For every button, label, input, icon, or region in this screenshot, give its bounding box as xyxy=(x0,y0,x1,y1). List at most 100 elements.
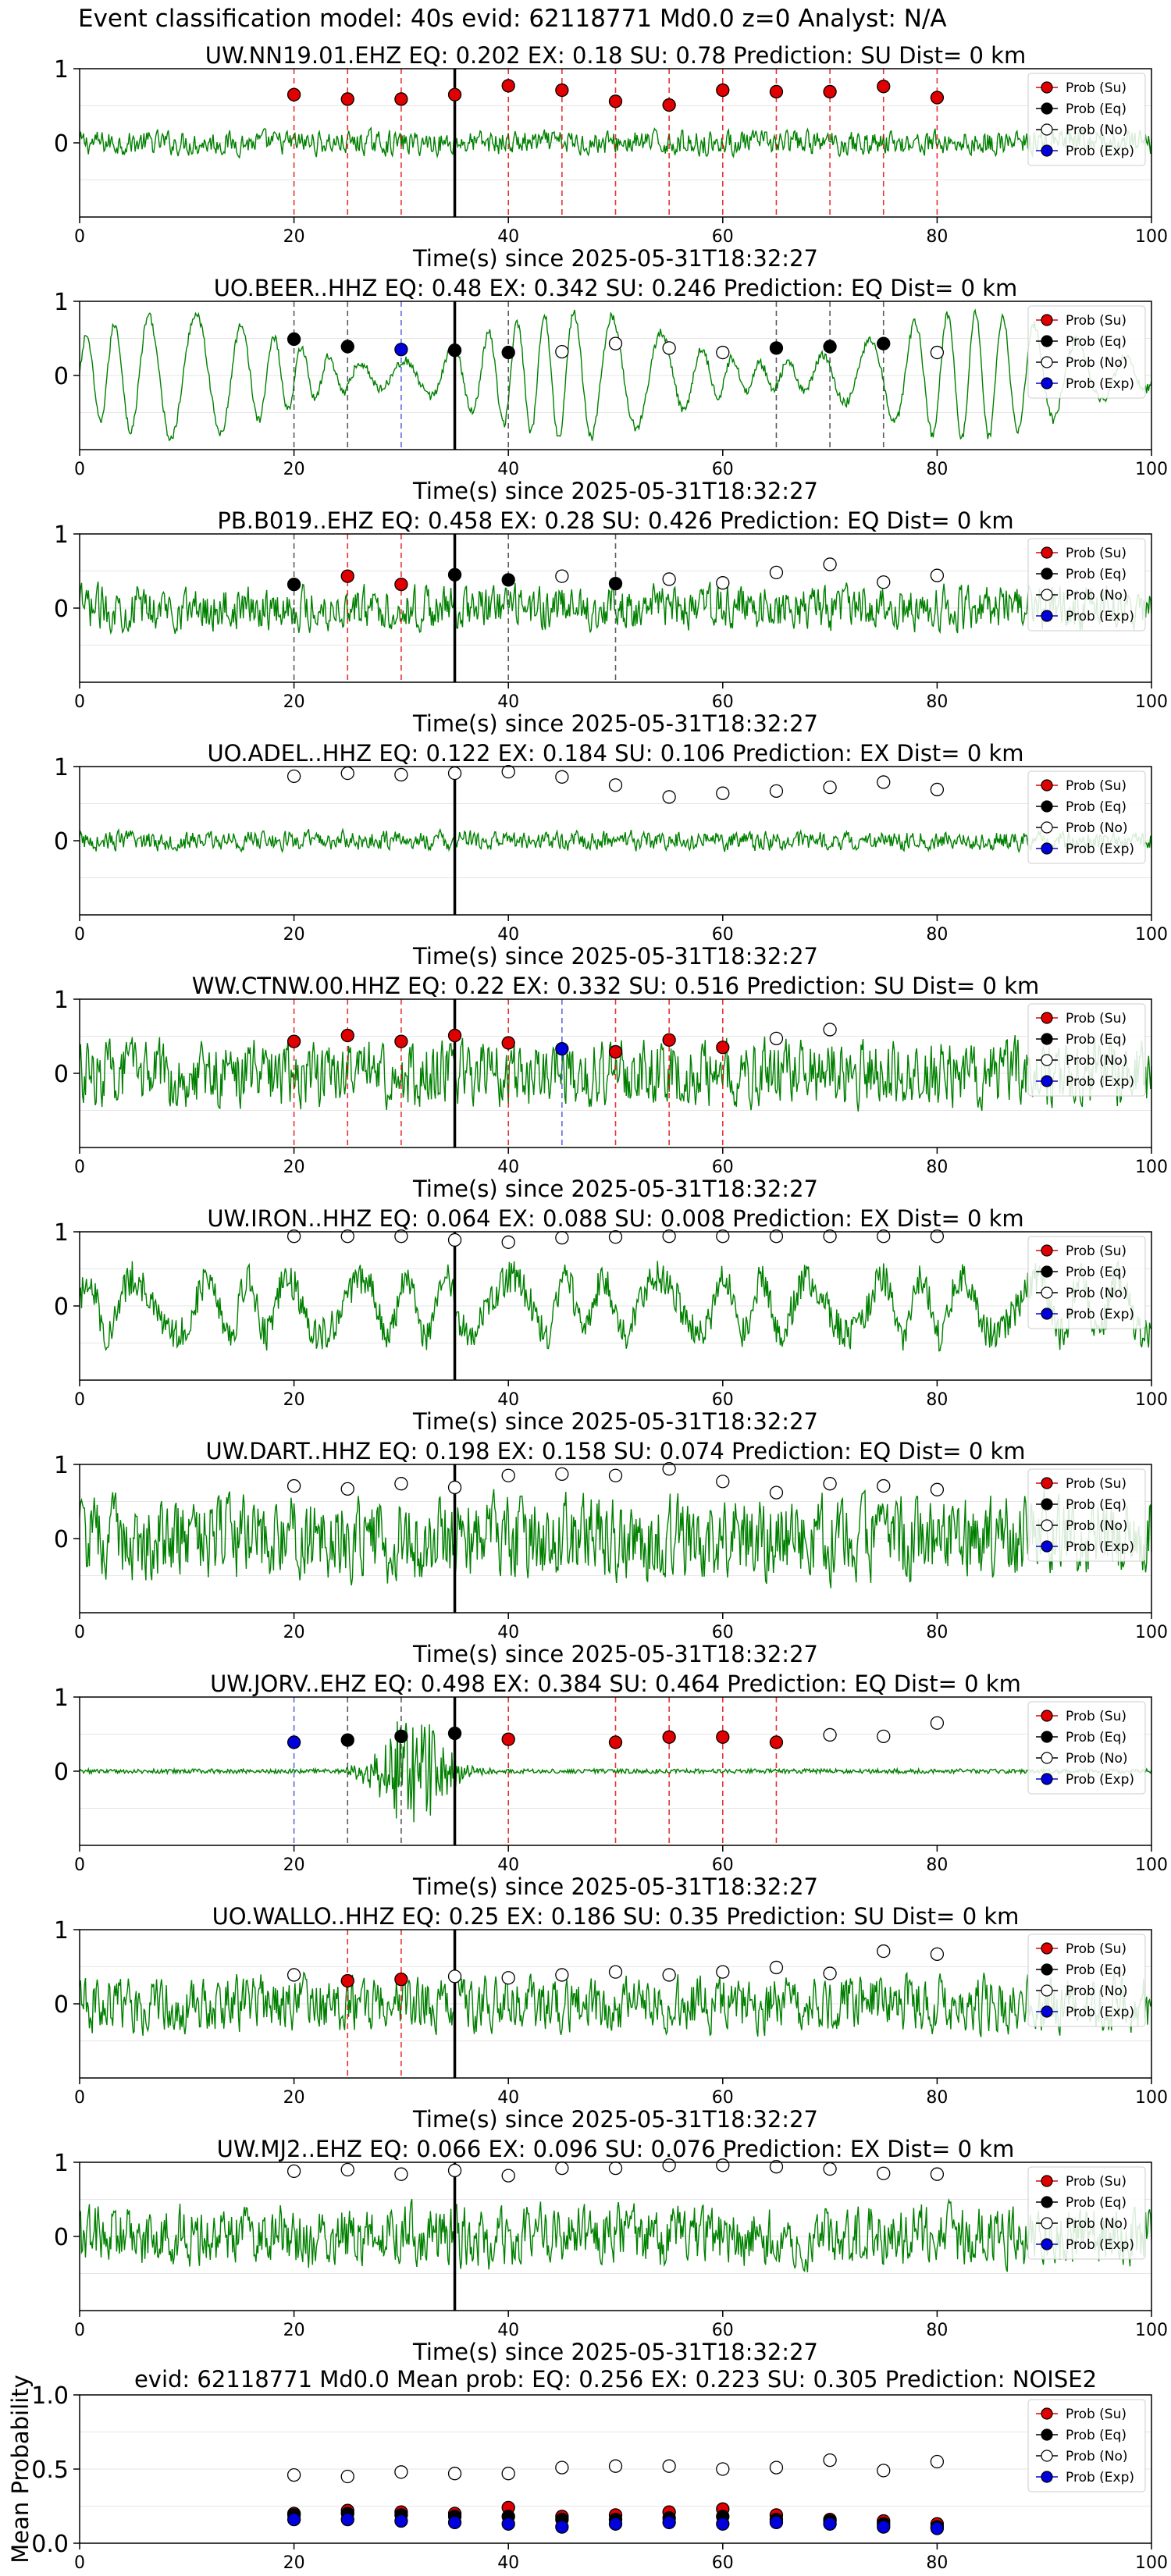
x-tick-label-40: 40 xyxy=(497,1158,519,1177)
subplot-title: UO.ADEL..HHZ EQ: 0.122 EX: 0.184 SU: 0.1… xyxy=(207,740,1023,767)
y-tick-label: 0 xyxy=(54,1759,69,1786)
prob-point xyxy=(877,1478,891,1493)
x-tick-label-100: 100 xyxy=(1135,925,1168,945)
legend-marker-3 xyxy=(1041,2238,1053,2250)
prob-point xyxy=(555,1230,569,1245)
prob-point xyxy=(662,98,676,112)
legend: Prob (Su) Prob (Eq) Prob (No) Prob (Exp) xyxy=(1027,305,1146,399)
y-tick-label: 0 xyxy=(54,828,69,856)
x-tick-label-80: 80 xyxy=(926,1158,948,1177)
legend-label-1: Prob (Eq) xyxy=(1066,567,1127,582)
x-tick-label-60: 60 xyxy=(712,692,734,712)
prob-point xyxy=(501,573,515,587)
x-axis-label: Time(s) since 2025-05-31T18:32:27 xyxy=(412,245,818,272)
y-tick-label: 1 xyxy=(54,521,69,549)
prob-point xyxy=(716,1041,730,1055)
legend: Prob (Su) Prob (Eq) Prob (No) Prob (Exp) xyxy=(1027,1934,1146,2027)
waveform xyxy=(79,827,1152,854)
prob-point xyxy=(769,2160,784,2174)
subplot-title: UW.IRON..HHZ EQ: 0.064 EX: 0.088 SU: 0.0… xyxy=(207,1205,1023,1232)
mean-point-no xyxy=(287,2467,301,2482)
legend-frame xyxy=(1027,305,1146,399)
prob-point xyxy=(287,332,301,347)
legend-label-3: Prob (Exp) xyxy=(1066,609,1134,624)
x-tick-label-60: 60 xyxy=(712,1623,734,1642)
prob-point xyxy=(287,1968,301,1982)
legend-label-1: Prob (Eq) xyxy=(1066,101,1127,117)
prob-point xyxy=(877,1229,891,1244)
prob-point xyxy=(447,1028,462,1043)
subplot-title: UW.JORV..EHZ EQ: 0.498 EX: 0.384 SU: 0.4… xyxy=(210,1670,1021,1697)
legend-label-2: Prob (No) xyxy=(1066,2216,1128,2232)
legend-marker-3 xyxy=(1041,842,1053,855)
prob-point xyxy=(877,1944,891,1959)
subplot-title: UW.MJ2..EHZ EQ: 0.066 EX: 0.096 SU: 0.07… xyxy=(217,2136,1015,2162)
mean-point-exp xyxy=(447,2515,462,2530)
x-tick-label-100: 100 xyxy=(1135,2321,1168,2340)
waveform xyxy=(79,126,1152,159)
legend-frame xyxy=(1027,538,1146,632)
legend-label-2: Prob (No) xyxy=(1066,2449,1128,2464)
x-axis-label: Time(s) since 2025-05-31T18:32:27 xyxy=(412,2339,818,2365)
prob-point xyxy=(769,1960,784,1975)
legend-marker-2 xyxy=(1041,589,1053,601)
prob-point xyxy=(608,1965,623,1979)
prob-point xyxy=(608,1044,623,1059)
x-tick-label-100: 100 xyxy=(1135,1856,1168,1875)
x-tick-label-80: 80 xyxy=(926,2321,948,2340)
legend-marker-1 xyxy=(1041,1731,1053,1743)
x-tick-label-0: 0 xyxy=(74,925,85,945)
x-axis-label: Time(s) since 2025-05-31T18:32:27 xyxy=(412,478,818,504)
prob-point xyxy=(877,2166,891,2180)
x-tick-label-20: 20 xyxy=(283,692,305,712)
y-tick-label: 1 xyxy=(54,754,69,781)
legend-label-0: Prob (Su) xyxy=(1066,1476,1127,1492)
mean-point-no xyxy=(930,2454,945,2469)
legend-marker-3 xyxy=(1041,2005,1053,2018)
prob-point xyxy=(340,1229,354,1244)
prob-point xyxy=(716,1965,730,1979)
prob-point xyxy=(287,769,301,783)
x-tick-label-20: 20 xyxy=(283,1623,305,1642)
subplot-title: PB.B019..EHZ EQ: 0.458 EX: 0.28 SU: 0.42… xyxy=(217,507,1013,534)
prob-point xyxy=(930,568,945,582)
x-tick-label-100: 100 xyxy=(1135,1158,1168,1177)
x-tick-label-100: 100 xyxy=(1135,460,1168,479)
mean-point-exp xyxy=(930,2521,945,2535)
y-tick-label: 1 xyxy=(54,987,69,1014)
y-tick-label: 0 xyxy=(54,1526,69,1553)
prob-point xyxy=(555,569,569,583)
prob-point xyxy=(501,79,515,93)
x-tick-label-0: 0 xyxy=(74,2553,85,2573)
legend-marker-0 xyxy=(1041,2407,1053,2420)
legend-label-1: Prob (Eq) xyxy=(1066,2428,1127,2443)
legend-marker-1 xyxy=(1041,1033,1053,1045)
prob-point xyxy=(877,775,891,789)
prob-point xyxy=(823,1727,837,1742)
y-tick-label: 0 xyxy=(54,130,69,158)
legend-label-2: Prob (No) xyxy=(1066,355,1128,371)
legend: Prob (Su) Prob (Eq) Prob (No) Prob (Exp) xyxy=(1027,73,1146,166)
x-tick-label-20: 20 xyxy=(283,2553,305,2573)
prob-point xyxy=(930,1716,945,1730)
x-axis-label: Time(s) since 2025-05-31T18:32:27 xyxy=(412,943,818,970)
legend-marker-2 xyxy=(1041,1752,1053,1764)
legend-frame xyxy=(1027,2399,1146,2492)
x-tick-label-100: 100 xyxy=(1135,1623,1168,1642)
prob-point xyxy=(394,577,408,592)
legend-label-3: Prob (Exp) xyxy=(1066,2237,1134,2253)
x-tick-label-40: 40 xyxy=(497,1623,519,1642)
legend-label-3: Prob (Exp) xyxy=(1066,1539,1134,1555)
legend-marker-1 xyxy=(1041,1963,1053,1976)
legend-marker-1 xyxy=(1041,2428,1053,2441)
y-tick-label: 0 xyxy=(54,596,69,623)
legend-marker-0 xyxy=(1041,2175,1053,2187)
x-tick-label-100: 100 xyxy=(1135,227,1168,247)
x-tick-label-80: 80 xyxy=(926,2088,948,2108)
legend-label-3: Prob (Exp) xyxy=(1066,841,1134,857)
